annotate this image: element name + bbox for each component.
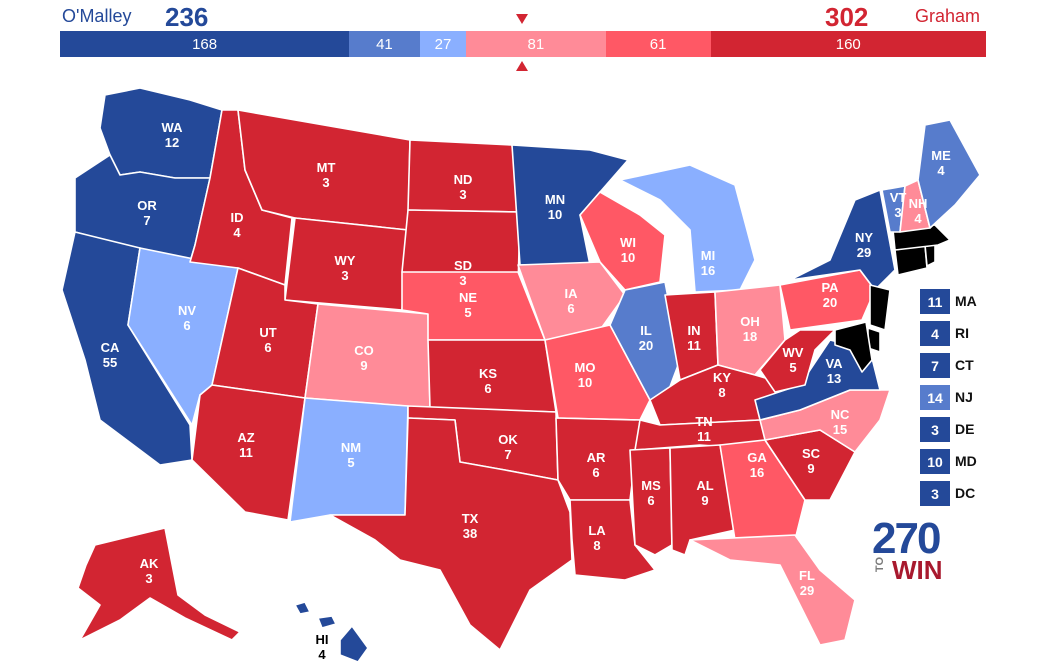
state-label-nc: NC 15	[831, 407, 850, 437]
state-ms[interactable]	[629, 447, 673, 556]
state-ga[interactable]	[719, 439, 806, 541]
state-label-tn: TN 11	[695, 414, 712, 444]
state-label-al: AL 9	[696, 478, 713, 508]
state-wv[interactable]	[759, 329, 836, 393]
270-marker-up-icon	[516, 61, 528, 71]
state-label-ny: NY 29	[855, 230, 873, 260]
state-wi[interactable]	[579, 191, 666, 291]
state-label-la: LA 8	[588, 523, 606, 553]
right-candidate-total: 302	[825, 2, 869, 32]
bar-segment-likely-rep[interactable]: 61	[605, 31, 711, 57]
state-label-pa: PA 20	[821, 280, 839, 310]
state-label-vt: VT 3	[890, 190, 907, 220]
state-label-wy: WY 3	[335, 253, 356, 283]
state-ak[interactable]	[77, 527, 241, 641]
small-state-box-nj[interactable]: 14	[920, 385, 950, 410]
state-label-oh: OH 18	[740, 314, 760, 344]
bar-segment-lean-rep[interactable]: 81	[466, 31, 606, 57]
small-state-box-dc[interactable]: 3	[920, 481, 950, 506]
state-me[interactable]	[917, 119, 981, 229]
state-nj[interactable]	[869, 284, 891, 331]
state-label-ca: CA 55	[101, 340, 120, 370]
state-label-ia: IA 6	[565, 286, 579, 316]
state-label-nm: NM 5	[341, 440, 361, 470]
small-state-box-md[interactable]: 10	[920, 449, 950, 474]
state-label-sd: SD 3	[454, 258, 472, 288]
state-label-ga: GA 16	[747, 450, 767, 480]
small-state-box-ct[interactable]: 7	[920, 353, 950, 378]
state-label-tx: TX 38	[462, 511, 479, 541]
state-label-ms: MS 6	[641, 478, 661, 508]
state-label-mt: MT 3	[317, 160, 336, 190]
small-state-name-md: MD	[955, 453, 977, 469]
state-label-ak: AK 3	[140, 556, 159, 586]
state-label-ar: AR 6	[587, 450, 606, 480]
small-state-name-ri: RI	[955, 325, 969, 341]
state-label-ok: OK 7	[498, 432, 518, 462]
state-label-mi: MI 16	[701, 248, 715, 278]
small-state-name-ct: CT	[955, 357, 974, 373]
state-label-id: ID 4	[231, 210, 244, 240]
state-label-mn: MN 10	[545, 192, 565, 222]
bar-segment-lean-dem[interactable]: 27	[419, 31, 467, 57]
state-label-ne: NE 5	[459, 290, 477, 320]
270towin-logo: 270 TO WIN	[872, 514, 943, 584]
state-labels: WA 12 OR 7 CA 55 NV 6 ID 4 MT 3 WY 3 UT 6 AZ 11 CO 9 NM 5 ND 3 S…	[101, 120, 951, 662]
small-state-box-ma[interactable]: 11	[920, 289, 950, 314]
state-ny[interactable]	[789, 189, 896, 291]
state-label-or: OR 7	[137, 198, 157, 228]
state-label-hi: HI 4	[316, 632, 329, 662]
bar-segment-likely-dem[interactable]: 41	[349, 31, 420, 57]
state-label-il: IL 20	[639, 323, 653, 353]
small-state-name-dc: DC	[955, 485, 976, 501]
state-label-co: CO 9	[354, 343, 374, 373]
state-label-ky: KY 8	[713, 370, 731, 400]
state-tx[interactable]	[329, 417, 573, 651]
left-candidate-name: O'Malley	[62, 6, 132, 26]
state-la[interactable]	[569, 499, 656, 581]
left-candidate-total: 236	[165, 2, 209, 32]
state-label-mo: MO 10	[575, 360, 596, 390]
logo-win: WIN	[892, 555, 943, 585]
small-state-name-de: DE	[955, 421, 975, 437]
state-hi-island[interactable]	[294, 601, 311, 615]
state-label-va: VA 13	[825, 356, 843, 386]
state-label-ks: KS 6	[479, 366, 497, 396]
state-label-nh: NH 4	[909, 196, 928, 226]
state-label-in: IN 11	[687, 323, 701, 353]
state-label-nv: NV 6	[178, 303, 196, 333]
bar-segment-safe-dem[interactable]: 168	[60, 31, 350, 57]
logo-to: TO	[874, 557, 886, 573]
state-mo[interactable]	[544, 324, 651, 421]
state-fl[interactable]	[689, 534, 856, 646]
state-label-ut: UT 6	[259, 325, 276, 355]
right-candidate-name: Graham	[915, 6, 981, 26]
state-label-wi: WI 10	[620, 235, 636, 265]
state-md[interactable]	[834, 321, 873, 373]
state-hi[interactable]	[339, 625, 369, 663]
logo-number: 270	[872, 514, 941, 563]
270-marker-down-icon	[516, 14, 528, 24]
small-state-name-nj: NJ	[955, 389, 973, 405]
small-state-box-de[interactable]: 3	[920, 417, 950, 442]
state-label-wa: WA 12	[162, 120, 184, 150]
state-label-fl: FL 29	[799, 568, 815, 598]
electoral-vote-bar: 168 41 27 81 61 160	[60, 31, 986, 57]
small-state-name-ma: MA	[955, 293, 977, 309]
state-label-sc: SC 9	[802, 446, 821, 476]
small-state-box-ri[interactable]: 4	[920, 321, 950, 346]
state-label-me: ME 4	[931, 148, 951, 178]
state-hi-island[interactable]	[317, 615, 337, 629]
state-label-az: AZ 11	[237, 430, 254, 460]
bar-segment-safe-rep[interactable]: 160	[710, 31, 986, 57]
state-ia[interactable]	[517, 261, 626, 341]
state-label-wv: WV 5	[783, 345, 804, 375]
state-ri[interactable]	[924, 243, 936, 267]
state-label-nd: ND 3	[454, 172, 473, 202]
